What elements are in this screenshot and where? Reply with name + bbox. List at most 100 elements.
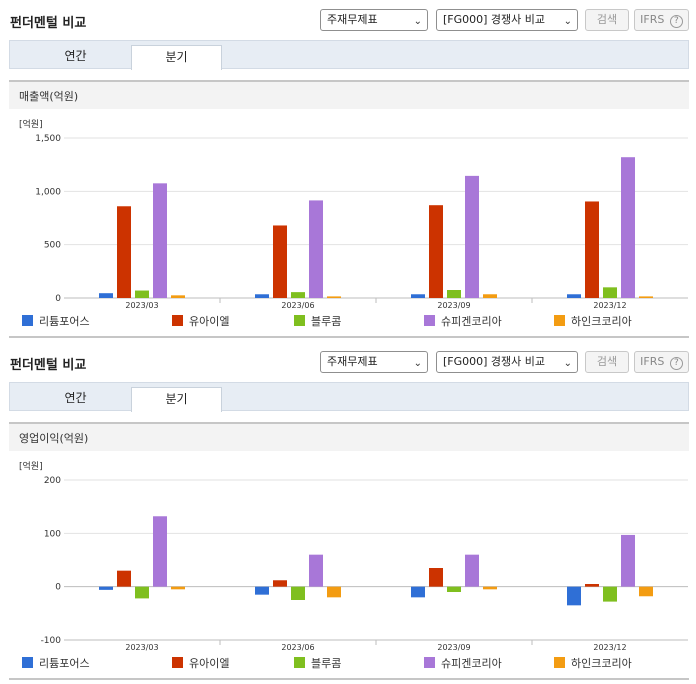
- bar: [171, 295, 185, 298]
- bar: [465, 554, 479, 587]
- metric-header: 영업이익(억원): [9, 422, 689, 451]
- legend-swatch: [172, 657, 183, 668]
- section-title: 펀더멘털 비교: [10, 358, 87, 373]
- legend-item[interactable]: 하인크코리아: [554, 655, 632, 671]
- tab-annual[interactable]: 연간: [64, 49, 87, 63]
- bar: [309, 554, 323, 587]
- legend-swatch: [22, 315, 33, 326]
- bar: [411, 586, 425, 598]
- help-icon: ?: [669, 15, 683, 28]
- legend-swatch: [554, 315, 565, 326]
- bar: [171, 586, 185, 590]
- legend-item[interactable]: 하인크코리아: [554, 313, 632, 329]
- legend-swatch: [22, 657, 33, 668]
- bar: [99, 586, 113, 590]
- bar: [483, 294, 497, 298]
- statement-select[interactable]: 주재무제표 ⌄: [320, 9, 428, 31]
- legend-item[interactable]: 슈피겐코리아: [424, 313, 502, 329]
- section-title: 펀더멘털 비교: [10, 16, 87, 31]
- bar: [585, 201, 599, 298]
- legend-item[interactable]: 유아이엘: [172, 313, 229, 329]
- legend-label: 블루콤: [311, 315, 342, 328]
- x-tick-label: 2023/09: [437, 301, 470, 310]
- legend-swatch: [424, 657, 435, 668]
- bar: [465, 175, 479, 298]
- compare-select-value: [FG000] 경쟁사 비교: [443, 355, 546, 368]
- compare-select[interactable]: [FG000] 경쟁사 비교 ⌄: [436, 351, 578, 373]
- y-tick-label: 0: [55, 294, 61, 304]
- y-tick-label: 1,500: [35, 134, 61, 144]
- x-tick-label: 2023/06: [281, 301, 314, 310]
- metric-header: 매출액(억원): [9, 80, 689, 109]
- tab-annual[interactable]: 연간: [64, 391, 87, 405]
- legend-label: 유아이엘: [189, 315, 230, 328]
- compare-select[interactable]: [FG000] 경쟁사 비교 ⌄: [436, 9, 578, 31]
- bar: [255, 586, 269, 595]
- chart-legend: 리튬포어스 유아이엘 블루콤 슈피겐코리아 하인크코리아: [22, 655, 696, 671]
- compare-select-value: [FG000] 경쟁사 비교: [443, 13, 546, 26]
- y-tick-label: 0: [55, 583, 61, 593]
- bar: [291, 586, 305, 600]
- legend-label: 하인크코리아: [571, 657, 632, 670]
- unit-label: [억원]: [19, 460, 43, 472]
- unit-label: [억원]: [19, 118, 43, 130]
- legend-item[interactable]: 유아이엘: [172, 655, 229, 671]
- search-button[interactable]: 검색: [585, 9, 629, 31]
- tab-quarterly[interactable]: 분기: [131, 45, 222, 70]
- legend-label: 유아이엘: [189, 657, 230, 670]
- section-header: 펀더멘털 비교 주재무제표 ⌄ [FG000] 경쟁사 비교 ⌄ 검색 IFRS…: [0, 0, 696, 40]
- bar: [411, 294, 425, 298]
- chevron-down-icon: ⌄: [563, 358, 572, 369]
- ifrs-button[interactable]: IFRS ?: [634, 9, 689, 31]
- bar: [621, 157, 635, 298]
- tab-quarterly[interactable]: 분기: [131, 387, 222, 412]
- legend-label: 리튬포어스: [39, 315, 90, 328]
- fundamental-section-2: 펀더멘털 비교 주재무제표 ⌄ [FG000] 경쟁사 비교 ⌄ 검색 IFRS…: [0, 342, 696, 684]
- section-divider: [9, 336, 689, 338]
- x-tick-label: 2023/12: [593, 643, 626, 652]
- bar: [483, 586, 497, 590]
- legend-item[interactable]: 슈피겐코리아: [424, 655, 502, 671]
- section-divider: [9, 678, 689, 680]
- bar: [255, 294, 269, 298]
- search-button[interactable]: 검색: [585, 351, 629, 373]
- statement-select-value: 주재무제표: [327, 355, 378, 368]
- legend-item[interactable]: 리튬포어스: [22, 655, 90, 671]
- ifrs-label: IFRS: [640, 355, 665, 368]
- period-tabs: 연간 분기: [9, 382, 689, 412]
- bar: [639, 296, 653, 298]
- bar: [273, 225, 287, 298]
- revenue-chart: [억원] 0 500 1,000 1,500 2023/03 2023/06 2023/09 2…: [19, 118, 688, 310]
- bar: [447, 586, 461, 592]
- bar: [603, 287, 617, 298]
- chevron-down-icon: ⌄: [563, 16, 572, 27]
- ifrs-button[interactable]: IFRS ?: [634, 351, 689, 373]
- statement-select[interactable]: 주재무제표 ⌄: [320, 351, 428, 373]
- x-tick-label: 2023/03: [125, 301, 158, 310]
- y-tick-label: 1,000: [35, 187, 61, 197]
- legend-item[interactable]: 리튬포어스: [22, 313, 90, 329]
- legend-swatch: [424, 315, 435, 326]
- bar: [621, 534, 635, 587]
- legend-swatch: [294, 315, 305, 326]
- bar: [429, 205, 443, 298]
- legend-item[interactable]: 블루콤: [294, 313, 341, 329]
- legend-item[interactable]: 블루콤: [294, 655, 341, 671]
- y-tick-label: 100: [44, 529, 61, 539]
- legend-label: 리튬포어스: [39, 657, 90, 670]
- bar: [117, 570, 131, 587]
- bar: [429, 568, 443, 587]
- x-tick-label: 2023/09: [437, 643, 470, 652]
- bar: [153, 516, 167, 587]
- y-tick-label: -100: [41, 636, 62, 646]
- section-header: 펀더멘털 비교 주재무제표 ⌄ [FG000] 경쟁사 비교 ⌄ 검색 IFRS…: [0, 342, 696, 382]
- bar: [273, 580, 287, 587]
- metric-label: 매출액(억원): [19, 90, 79, 103]
- bar: [327, 296, 341, 298]
- bar: [135, 290, 149, 298]
- bar: [603, 586, 617, 602]
- bar: [567, 294, 581, 298]
- fundamental-section-1: 펀더멘털 비교 주재무제표 ⌄ [FG000] 경쟁사 비교 ⌄ 검색 IFRS…: [0, 0, 696, 338]
- y-tick-label: 500: [44, 241, 61, 251]
- statement-select-value: 주재무제표: [327, 13, 378, 26]
